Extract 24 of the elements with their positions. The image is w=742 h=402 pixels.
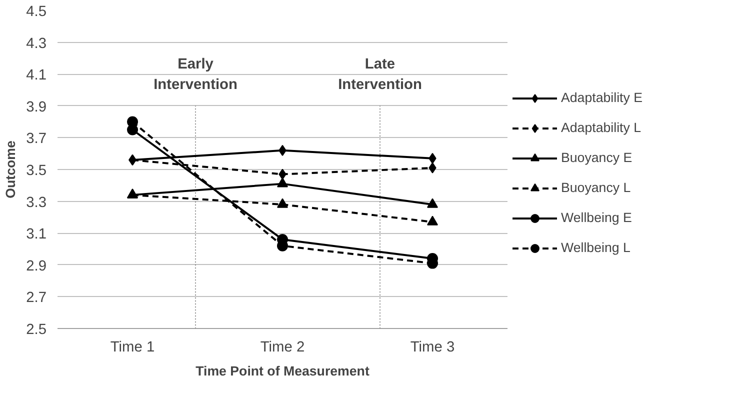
y-tick-label: 2.7 [26, 290, 46, 306]
legend-label: Adaptability L [561, 120, 642, 135]
y-axis-title: Outcome [3, 140, 18, 198]
y-tick-label: 3.1 [26, 226, 46, 243]
y-tick-label: 4.5 [26, 4, 46, 20]
x-tick-label: Time 1 [110, 340, 155, 356]
x-tick-label: Time 2 [260, 340, 305, 356]
y-tick-label: 2.9 [26, 258, 46, 274]
legend-label: Buoyancy E [561, 150, 632, 165]
x-axis-title: Time Point of Measurement [196, 364, 370, 378]
y-tick-label: 3.9 [26, 99, 46, 116]
y-tick-label: 3.5 [26, 163, 46, 179]
y-tick-label: 3.3 [26, 194, 46, 211]
x-tick-label: Time 3 [410, 340, 455, 356]
y-tick-label: 3.7 [26, 131, 46, 148]
annotation: Early Intervention [154, 56, 238, 94]
annotation: Late Intervention [338, 56, 422, 94]
y-tick-label: 4.1 [26, 68, 46, 84]
legend-label: Wellbeing L [561, 240, 630, 255]
legend-label: Adaptability E [561, 90, 642, 105]
y-tick-label: 2.5 [26, 322, 46, 338]
y-tick-label: 4.3 [26, 36, 46, 52]
legend-label: Wellbeing E [561, 210, 632, 225]
legend-label: Buoyancy L [561, 180, 631, 195]
